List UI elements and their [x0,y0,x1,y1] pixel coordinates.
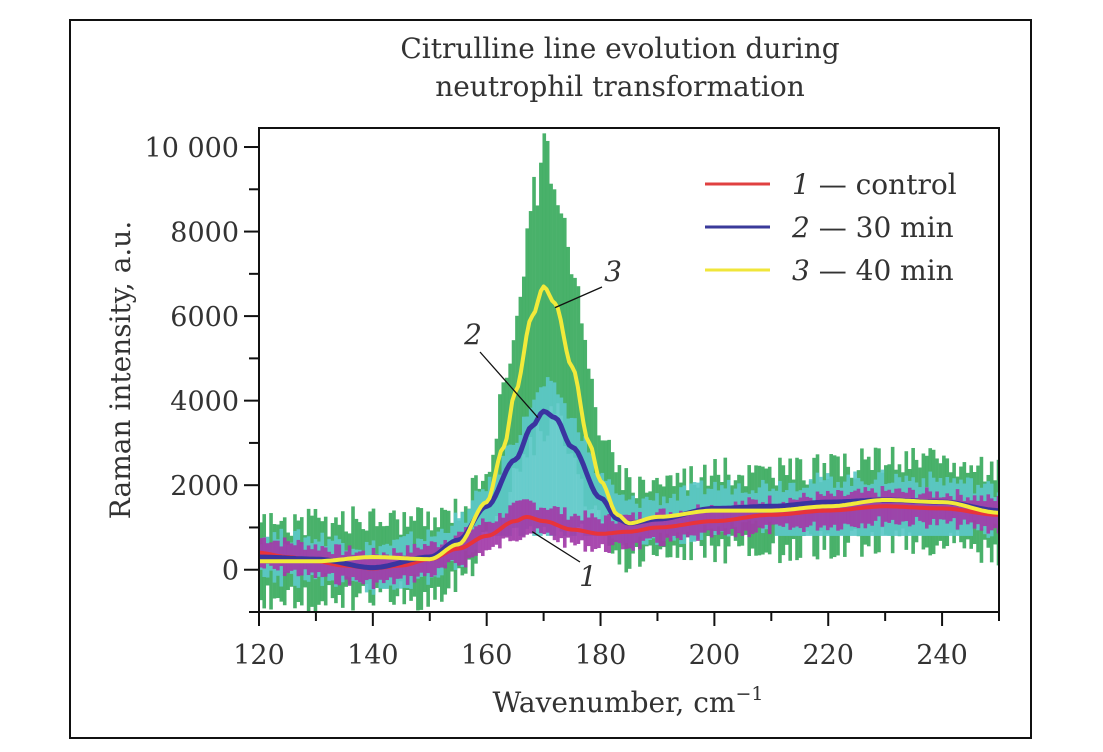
chart-title-line-2: neutrophil transformation [435,70,805,103]
annotation-label: 3 [604,255,622,288]
band-bar [542,386,547,527]
band-bar [559,397,564,532]
legend-item-2: 2 — 30 min [705,211,954,244]
band-bar [562,403,567,536]
legend-item-1: 1 — control [705,168,957,201]
series-lines [259,284,999,571]
curve-annotations: 1 2 3 [463,255,622,593]
band-bar [566,418,570,529]
band-bar [552,382,557,536]
y-tick-label: 10 000 [145,133,239,164]
legend-text: — 30 min [810,211,954,244]
x-axis-title: Wavenumber, cm−1 [493,683,764,719]
x-tick-label: 200 [689,640,741,671]
chart-title: Citrulline line evolution during neutrop… [300,30,940,106]
legend-number: 1 [792,168,810,201]
band-bar [586,452,591,536]
band-bar [521,416,526,536]
band-bar [508,444,512,536]
y-tick-label: 4000 [170,387,239,418]
band-bar [535,392,540,536]
band-bar [511,444,516,529]
legend-label: 1 — control [792,168,957,201]
band-bar [556,205,560,404]
band-bar [556,394,560,526]
annotation-1: 1 [531,531,597,593]
annotation-3: 3 [554,255,622,309]
band-bar [504,445,509,536]
band-bar [569,417,574,536]
band-bar [525,416,529,529]
band-bar [491,485,495,536]
x-tick-label: 160 [461,640,513,671]
x-tick-label: 180 [575,640,627,671]
band-bar [580,440,584,524]
annotation-2: 2 [463,318,539,418]
band-bar [590,378,594,510]
band-bar [539,387,543,536]
x-axis-title-superscript: −1 [735,683,763,705]
band-bar [576,432,581,528]
x-axis-ticks: 120 140 160 180 200 220 240 [233,612,1000,671]
figure-frame [69,19,1032,739]
x-tick-label: 120 [233,640,285,671]
legend-label: 2 — 30 min [791,211,954,244]
annotation-leader-line [554,286,603,309]
y-axis-ticks: 0 2000 4000 6000 8000 10 000 [145,133,259,613]
band-bar [590,453,594,536]
band-bar [528,407,533,527]
band-bar [603,480,608,536]
legend-number: 2 [791,211,810,244]
band-bar [549,380,553,536]
y-tick-label: 2000 [170,471,239,502]
band-bar [515,442,519,528]
annotation-leader-line [479,351,539,418]
band-bar [593,473,598,536]
y-axis-title: Raman intensity, a.u. [104,221,137,519]
legend-number: 3 [792,254,810,287]
x-tick-label: 220 [802,640,854,671]
annotation-leader-line [531,531,581,563]
legend-text: — 40 min [810,254,954,287]
legend-item-3: 3 — 40 min [705,254,954,287]
y-tick-label: 8000 [170,218,239,249]
band-bar [573,277,577,458]
band-bar [545,377,550,536]
band-bar [498,474,502,536]
legend-label: 3 — 40 min [792,254,954,287]
y-tick-label: 6000 [170,302,239,333]
legend-text: — control [810,168,957,201]
x-tick-label: 240 [916,640,968,671]
error-bands [259,133,999,612]
band-bar [518,435,523,536]
chart-title-line-1: Citrulline line evolution during [400,32,840,65]
band-bar [532,399,536,536]
x-tick-label: 140 [347,640,399,671]
band-bar [573,418,577,536]
band-bar [600,472,605,536]
band-bar [494,467,499,536]
plot-area-border [258,127,1000,613]
band-bar [597,474,601,536]
annotation-label: 1 [579,560,597,593]
y-tick-label: 0 [222,556,239,587]
axes [258,127,1000,613]
annotation-label: 2 [463,318,482,351]
band-bar [583,435,588,536]
x-axis-title-text: Wavenumber, cm [493,686,736,719]
band-bar [501,455,506,536]
